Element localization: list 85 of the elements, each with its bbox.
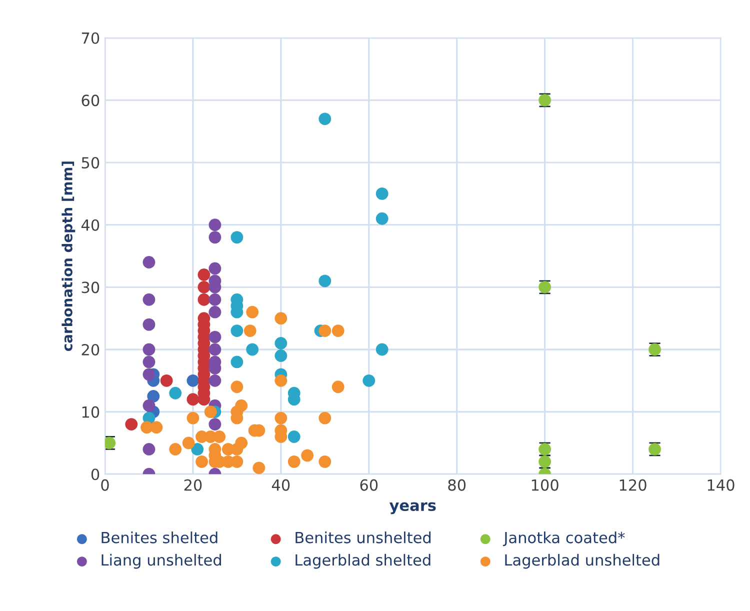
point — [288, 430, 300, 443]
point — [204, 406, 217, 418]
point — [142, 293, 156, 306]
point — [169, 442, 182, 456]
point — [244, 324, 256, 338]
x-tick-label: 20 — [184, 479, 202, 491]
point — [246, 343, 259, 356]
point — [376, 212, 388, 225]
y-tick-label: 20 — [82, 344, 100, 356]
point — [208, 262, 222, 275]
point — [191, 442, 204, 456]
point — [150, 421, 163, 434]
point — [230, 231, 244, 244]
point — [274, 412, 288, 424]
point — [274, 312, 288, 325]
point — [332, 380, 344, 394]
y-tick-label: 0 — [91, 468, 100, 480]
point — [208, 374, 222, 387]
point — [125, 418, 138, 430]
point — [198, 293, 210, 306]
y-tick-label: 50 — [82, 156, 100, 169]
point — [274, 337, 288, 350]
y-tick-label: 40 — [81, 219, 100, 231]
point — [182, 436, 195, 450]
point — [252, 462, 266, 474]
x-tick-label: 60 — [360, 479, 378, 491]
point — [208, 343, 222, 356]
point — [274, 350, 288, 362]
point — [208, 218, 222, 232]
point — [208, 231, 222, 244]
y-tick-label: 30 — [82, 282, 100, 294]
legend-label: Benites unshelted — [296, 532, 431, 544]
x-tick-label: 80 — [448, 479, 466, 491]
legend-label: Liang unshelted — [102, 554, 221, 569]
x-tick-label: 0 — [101, 479, 109, 491]
point — [169, 386, 182, 400]
point — [301, 449, 314, 462]
point — [208, 306, 222, 318]
point — [362, 374, 376, 387]
y-tick-label: 70 — [82, 32, 100, 44]
point — [208, 330, 222, 344]
x-tick-label: 100 — [532, 479, 558, 491]
point — [147, 390, 160, 402]
point — [142, 356, 156, 368]
point — [230, 324, 244, 338]
point — [196, 455, 208, 468]
y-tick-label: 10 — [82, 406, 100, 418]
x-tick-label: 40 — [272, 479, 290, 491]
y-axis-title: carbonation depth [mm] — [62, 162, 76, 351]
point — [142, 256, 156, 268]
point — [142, 318, 156, 331]
point — [198, 268, 210, 281]
point — [318, 274, 332, 288]
point — [230, 356, 244, 368]
point — [186, 412, 200, 424]
point — [318, 455, 332, 468]
point — [332, 324, 344, 338]
legend-label: Lagerblad unshelted — [505, 554, 660, 569]
point — [376, 187, 388, 200]
point — [142, 343, 156, 356]
x-tick-label: 140 — [708, 479, 734, 491]
point — [246, 306, 259, 318]
point — [160, 374, 173, 387]
point — [230, 380, 244, 394]
point — [142, 368, 156, 381]
point — [186, 374, 200, 387]
point — [208, 418, 222, 430]
point — [142, 442, 156, 456]
point — [208, 293, 222, 306]
point — [198, 280, 210, 294]
legend-label: Janotka coated* — [502, 532, 625, 546]
x-tick-label: 120 — [620, 479, 646, 491]
point — [288, 455, 300, 468]
point — [274, 374, 288, 387]
point — [235, 436, 248, 450]
legend-label: Benites shelted — [102, 532, 218, 544]
point — [318, 324, 332, 338]
legend-label: Lagerblad shelted — [296, 554, 430, 569]
point — [376, 343, 388, 356]
point — [186, 393, 200, 406]
point — [318, 112, 332, 126]
x-axis-title: years — [389, 502, 436, 514]
point — [142, 399, 156, 412]
point — [318, 412, 332, 424]
y-tick-label: 60 — [82, 94, 100, 106]
